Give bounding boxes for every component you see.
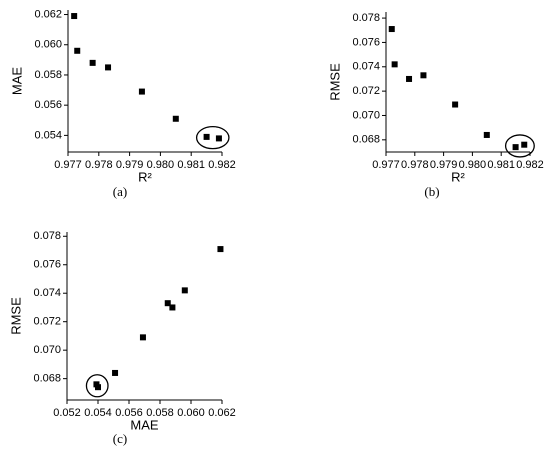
point [217,246,224,253]
x-tick-label: 0.979 [430,159,458,171]
x-tick-label: 0.058 [146,407,174,419]
caption: (b) [424,184,439,199]
caption: (a) [113,184,127,199]
y-tick-label: 0.056 [34,99,62,111]
point [95,384,101,391]
point [452,101,459,108]
point [388,26,395,33]
point [172,115,179,122]
y-tick-label: 0.070 [352,109,380,121]
x-axis-label: R² [451,169,465,184]
y-tick-label: 0.070 [33,344,61,356]
x-tick-label: 0.980 [459,159,487,171]
point [512,144,519,151]
highlight-circle [504,134,535,158]
point [391,61,398,68]
point [169,304,176,311]
y-tick-label: 0.074 [33,287,61,299]
x-tick-label: 0.982 [208,159,236,171]
y-tick-label: 0.072 [33,316,61,328]
x-tick-label: 0.977 [372,159,400,171]
x-axis-label: MAE [130,417,159,432]
point [71,13,78,20]
point [112,369,119,376]
x-tick-label: 0.052 [53,407,81,419]
y-tick-label: 0.074 [352,61,380,73]
x-tick-label: 0.978 [401,159,429,171]
x-tick-label: 0.054 [84,407,112,419]
x-axis-label: R² [138,169,152,184]
y-tick-label: 0.062 [34,8,62,20]
y-tick-label: 0.060 [34,39,62,51]
point [138,88,145,95]
point [483,131,490,138]
y-tick-label: 0.076 [352,36,380,48]
y-tick-label: 0.068 [352,134,380,146]
point [420,72,427,79]
y-tick-label: 0.068 [33,373,61,385]
y-tick-label: 0.078 [33,230,61,242]
x-tick-label: 0.060 [177,407,205,419]
x-tick-label: 0.981 [487,159,515,171]
y-tick-label: 0.072 [352,85,380,97]
x-tick-label: 0.062 [208,407,236,419]
highlight-circle [85,374,109,398]
y-axis-label: RMSE [8,297,23,335]
x-tick-label: 0.982 [516,159,544,171]
point [139,334,146,341]
point [105,64,112,71]
y-axis-label: RMSE [327,63,342,101]
point [521,141,528,148]
x-tick-label: 0.980 [147,159,175,171]
point [406,75,413,82]
point [215,135,222,142]
x-tick-label: 0.979 [116,159,144,171]
point [89,59,96,66]
y-tick-label: 0.076 [33,259,61,271]
x-tick-label: 0.056 [115,407,143,419]
y-tick-label: 0.078 [352,12,380,24]
y-tick-label: 0.054 [34,129,62,141]
highlight-circle [195,125,230,150]
caption: (c) [113,431,127,446]
x-tick-label: 0.977 [54,159,82,171]
x-tick-label: 0.981 [177,159,205,171]
x-tick-label: 0.978 [85,159,113,171]
point [203,133,210,140]
y-axis-label: MAE [9,67,24,96]
point [181,287,188,294]
point [164,300,171,307]
y-tick-label: 0.058 [34,69,62,81]
point [74,47,81,54]
